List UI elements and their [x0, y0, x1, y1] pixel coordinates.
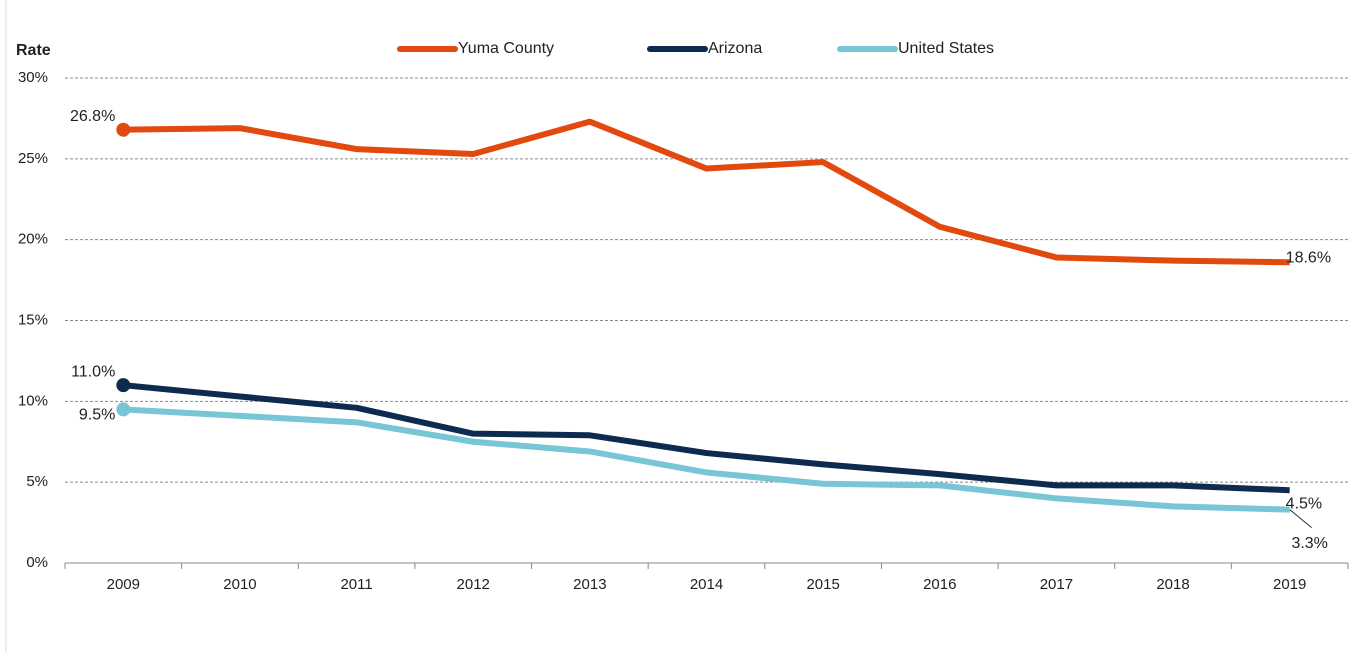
y-tick-label: 20% [18, 231, 48, 248]
leader-line [1289, 509, 1312, 529]
y-tick-label: 10% [18, 392, 48, 409]
x-tick-label: 2009 [107, 576, 140, 593]
series-line [123, 406, 1290, 513]
data-label: 18.6% [1286, 250, 1331, 267]
legend-label: Yuma County [458, 40, 554, 57]
x-tick-label: 2011 [340, 576, 372, 593]
legend-label: Arizona [708, 40, 762, 57]
x-tick-label: 2016 [923, 576, 956, 593]
point-marker [116, 378, 131, 393]
y-tick-label: 30% [18, 69, 48, 86]
x-tick-label: 2013 [573, 576, 606, 593]
y-tick-label: 5% [26, 473, 48, 490]
y-tick-label: 25% [18, 150, 48, 167]
data-label: 4.5% [1286, 495, 1322, 512]
point-marker [116, 122, 131, 137]
data-label: 26.8% [70, 108, 115, 125]
series-line [123, 118, 1290, 266]
x-tick-label: 2019 [1273, 576, 1306, 593]
data-label: 11.0% [71, 363, 115, 380]
x-tick-label: 2012 [457, 576, 490, 593]
data-label: 9.5% [79, 407, 115, 424]
series-line [123, 382, 1290, 494]
y-axis-label: Rate [16, 42, 51, 59]
x-tick-label: 2010 [223, 576, 256, 593]
data-label: 3.3% [1291, 535, 1327, 552]
legend-label: United States [898, 40, 994, 57]
x-tick-label: 2018 [1156, 576, 1189, 593]
y-tick-label: 0% [26, 554, 48, 571]
x-tick-label: 2017 [1040, 576, 1073, 593]
x-tick-label: 2014 [690, 576, 723, 593]
x-tick-label: 2015 [806, 576, 839, 593]
y-tick-label: 15% [18, 311, 48, 328]
point-marker [116, 402, 131, 417]
